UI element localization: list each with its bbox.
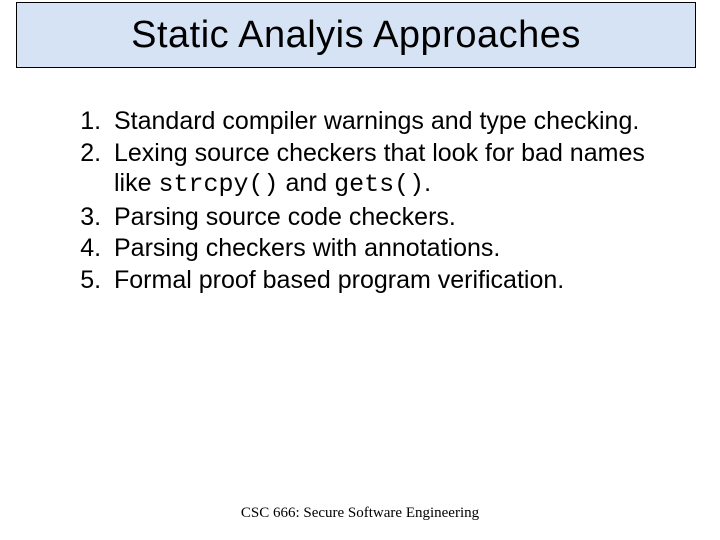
list-item: Parsing source code checkers. — [108, 202, 660, 233]
list-item: Formal proof based program verification. — [108, 265, 660, 296]
list-item: Standard compiler warnings and type chec… — [108, 106, 660, 137]
slide: Static Analyis Approaches Standard compi… — [0, 0, 720, 540]
list-item-text: . — [424, 169, 431, 197]
list: Standard compiler warnings and type chec… — [58, 106, 660, 295]
list-item: Lexing source checkers that look for bad… — [108, 138, 660, 201]
footer-text: CSC 666: Secure Software Engineering — [0, 505, 720, 522]
list-item-text: Formal proof based program verification. — [114, 266, 564, 294]
list-item-text: Standard compiler warnings and type chec… — [114, 107, 639, 135]
list-item-text: and — [279, 169, 335, 197]
slide-body: Standard compiler warnings and type chec… — [58, 106, 660, 296]
code-snippet: gets() — [334, 170, 424, 199]
list-item: Parsing checkers with annotations. — [108, 233, 660, 264]
list-item-text: Parsing source code checkers. — [114, 203, 456, 231]
code-snippet: strcpy() — [158, 170, 278, 199]
slide-title: Static Analyis Approaches — [131, 14, 581, 57]
title-box: Static Analyis Approaches — [16, 2, 696, 68]
list-item-text: Parsing checkers with annotations. — [114, 234, 500, 262]
